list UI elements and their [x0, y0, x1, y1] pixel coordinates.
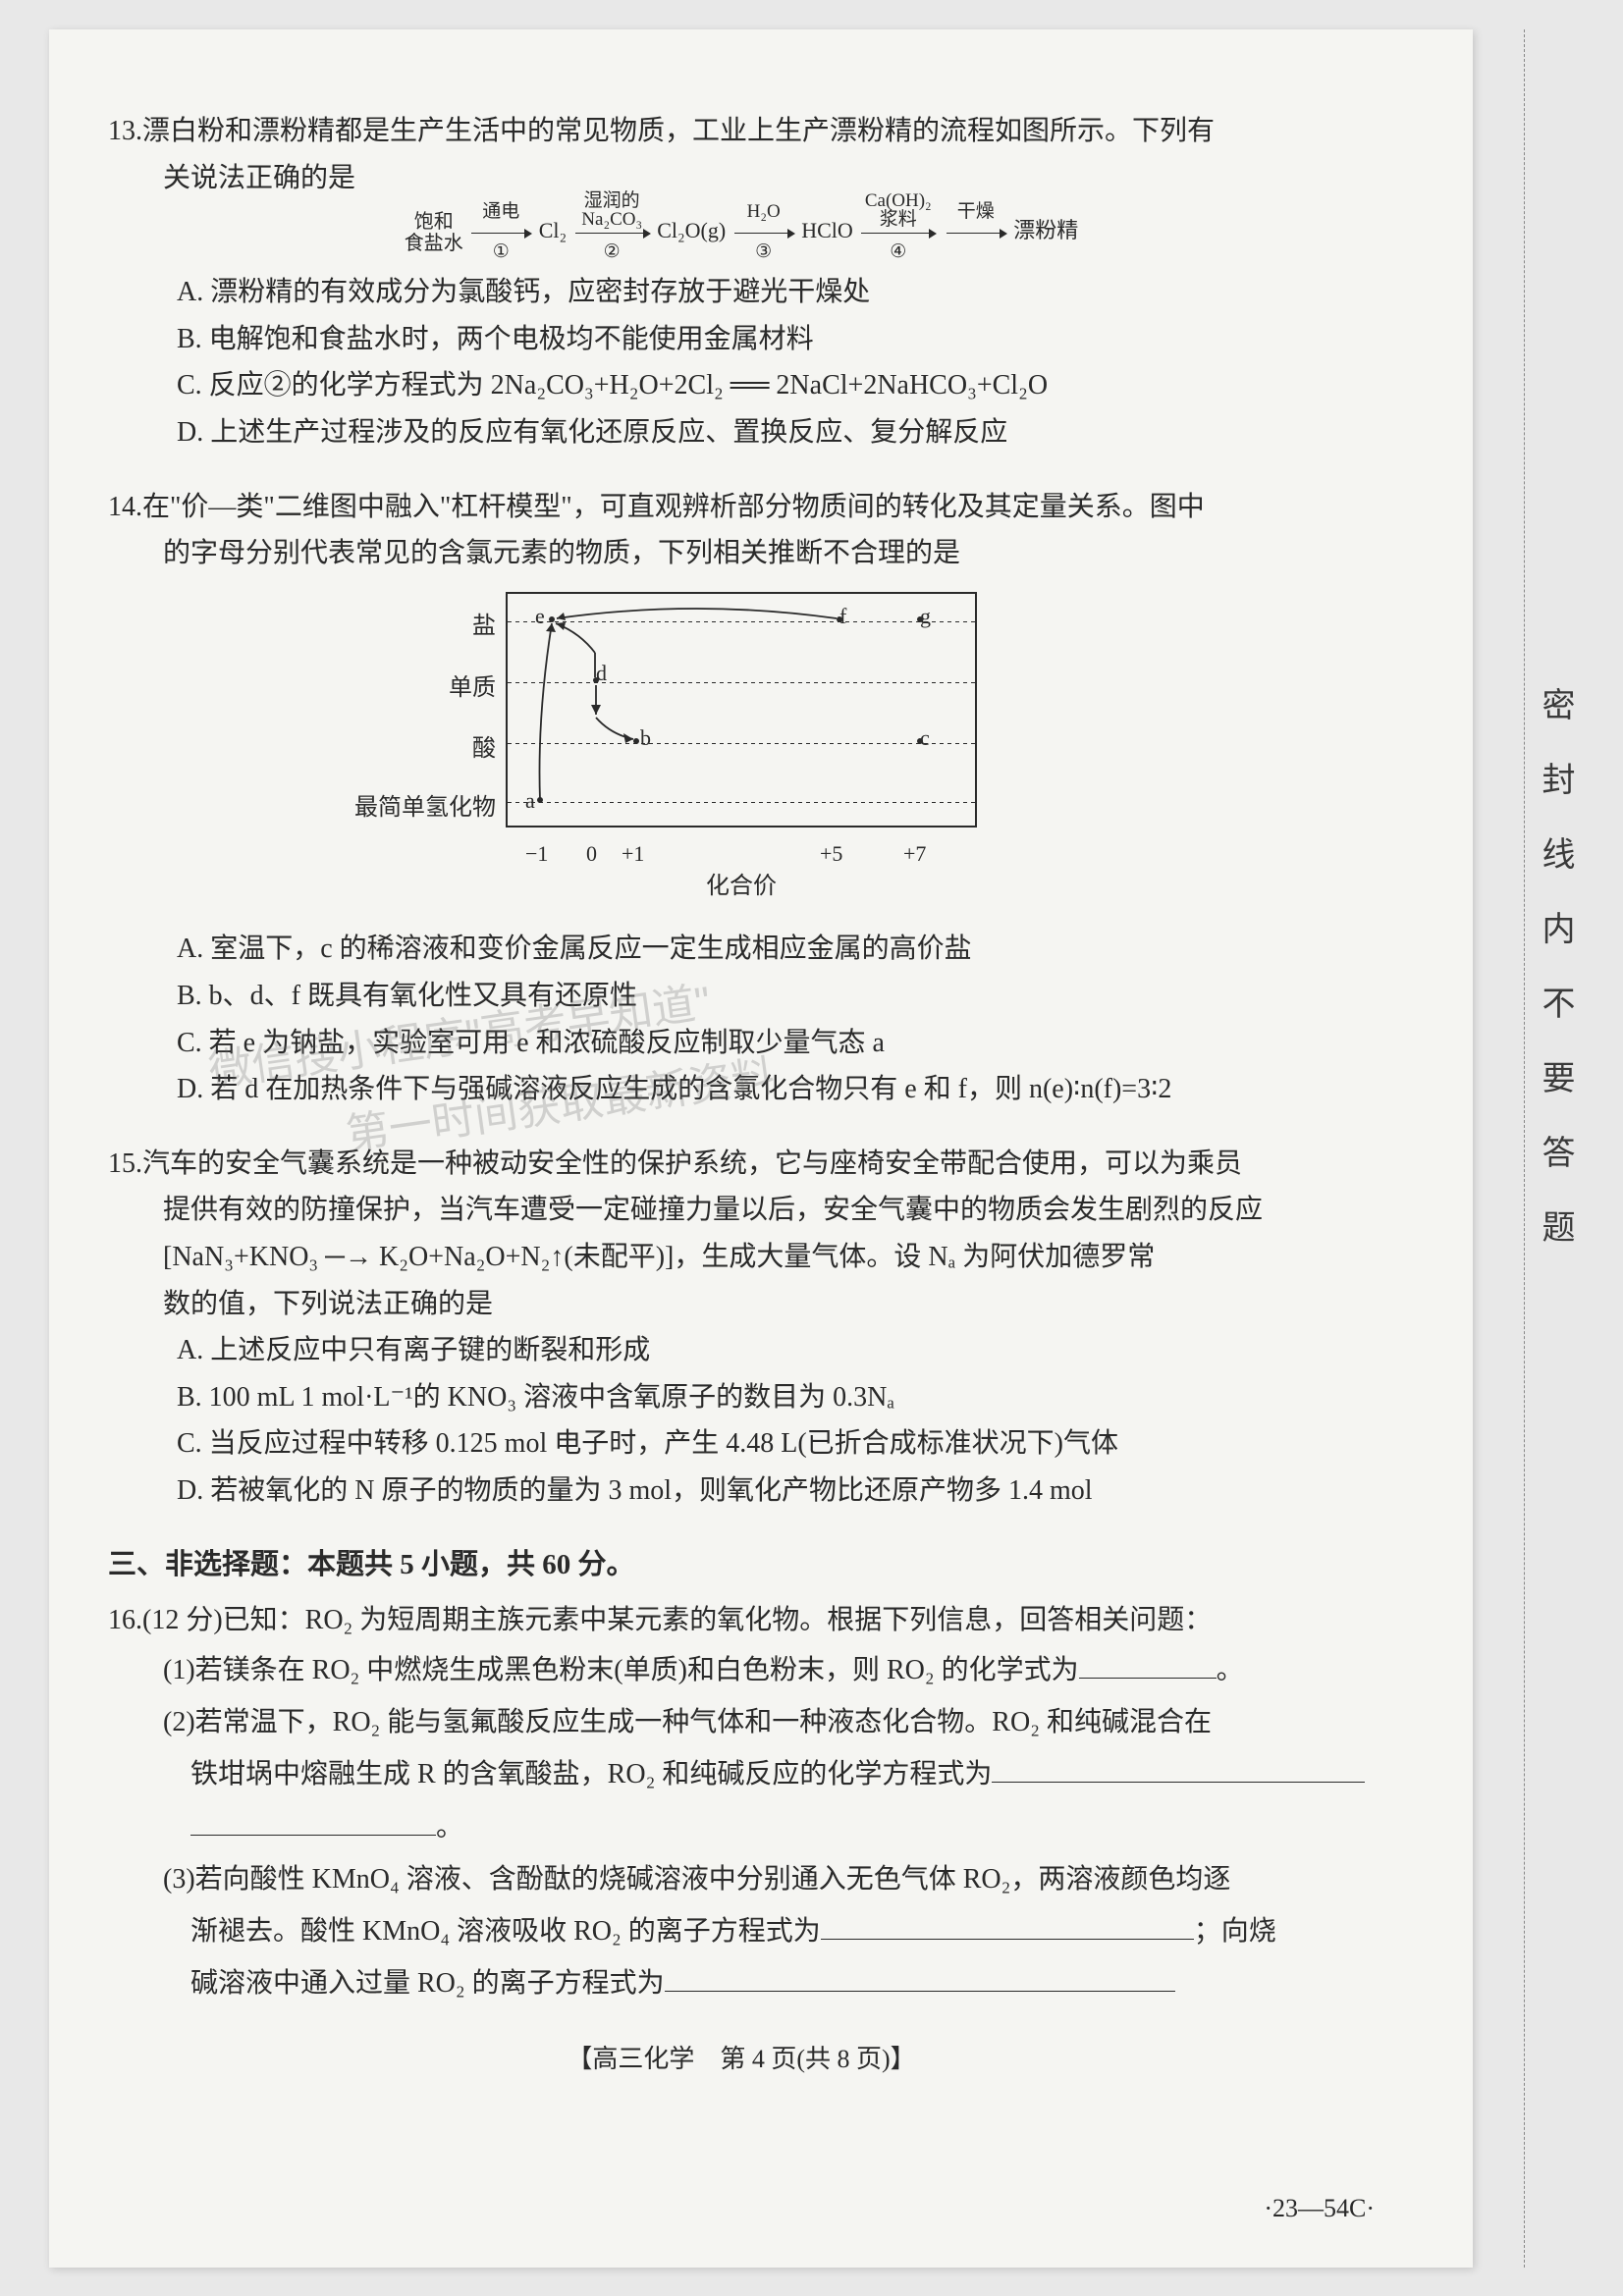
q16-sub1-end: 。: [1217, 1655, 1244, 1685]
x-tick-0: 0: [586, 835, 597, 872]
q15-option-b: B. 100 mL 1 mol·L⁻¹的 KNO₃ 溶液中含氧原子的数目为 0.…: [177, 1374, 1375, 1421]
page-footer-code: ·23—54C·: [1264, 2194, 1375, 2223]
chart-dot-c: [917, 738, 923, 744]
q15-stem-4: 数的值，下列说法正确的是: [163, 1281, 1375, 1328]
q13-option-b: B. 电解饱和食盐水时，两个电极均不能使用金属材料: [177, 316, 1375, 363]
q13-option-d: D. 上述生产过程涉及的反应有氧化还原反应、置换反应、复分解反应: [177, 409, 1375, 456]
q14-option-a: A. 室温下，c 的稀溶液和变价金属反应一定生成相应金属的高价盐: [177, 926, 1375, 973]
chart-dot-g: [917, 616, 923, 622]
q15-option-c: C. 当反应过程中转移 0.125 mol 电子时，产生 4.48 L(已折合成…: [177, 1420, 1375, 1468]
arrow3-top: H₂O: [747, 196, 781, 228]
q13-stem-2: 关说法正确的是: [163, 155, 1375, 202]
arrow1-bot: ①: [493, 237, 510, 268]
flow-node-1: Cl₂: [539, 218, 567, 242]
q16-sub3-blank1[interactable]: [821, 1939, 1194, 1940]
q16-sub2-end: 。: [436, 1812, 463, 1842]
q16-sub2b-text: 铁坩埚中熔融生成 R 的含氧酸盐，RO₂ 和纯碱反应的化学方程式为: [190, 1759, 992, 1789]
q16-sub3a-text: (3)若向酸性 KMnO₄ 溶液、含酚酞的烧碱溶液中分别通入无色气体 RO₂，两…: [163, 1864, 1230, 1895]
flow-arrow-2: 湿润的Na₂CO₃ ②: [575, 233, 649, 234]
q14-option-c: C. 若 e 为钠盐，实验室可用 e 和浓硫酸反应制取少量气态 a: [177, 1020, 1375, 1067]
q16-sub3c-text: 碱溶液中通入过量 RO₂ 的离子方程式为: [190, 1968, 665, 1999]
q14-number: 14.: [108, 492, 142, 522]
q14-chart-container: 盐 单质 酸 最简单氢化物 a b c d: [108, 592, 1375, 843]
x-tick-p7: +7: [903, 835, 926, 872]
q13-number: 13.: [108, 116, 142, 146]
page-footer: 【高三化学 第 4 页(共 8 页)】: [108, 2039, 1375, 2075]
q16-sub1-text: (1)若镁条在 RO₂ 中燃烧生成黑色粉末(单质)和白色粉末，则 RO₂ 的化学…: [163, 1655, 1079, 1685]
x-axis-label: 化合价: [706, 867, 777, 907]
margin-seal-line: [1524, 29, 1525, 2268]
question-13: 13.漂白粉和漂粉精都是生产生活中的常见物质，工业上生产漂粉精的流程如图所示。下…: [108, 108, 1375, 456]
flow-arrow-3: H₂O ③: [734, 233, 793, 234]
flow-arrow-5: 干燥: [947, 233, 1005, 234]
chart-y-label-1: 盐: [472, 607, 496, 647]
flow-start: 饱和食盐水: [405, 211, 463, 254]
q16-sub2: (2)若常温下，RO₂ 能与氢氟酸反应生成一种气体和一种液态化合物。RO₂ 和纯…: [163, 1696, 1375, 1853]
q16-sub1-blank[interactable]: [1079, 1678, 1217, 1679]
margin-seal-text: 密封线内不要答题: [1542, 687, 1579, 1284]
q16-sub3: (3)若向酸性 KMnO₄ 溶液、含酚酞的烧碱溶液中分别通入无色气体 RO₂，两…: [163, 1853, 1375, 2010]
q16-sub3b-text: 渐褪去。酸性 KMnO₄ 溶液吸收 RO₂ 的离子方程式为: [190, 1916, 821, 1947]
arrow5-top: 干燥: [957, 196, 995, 228]
q16-stem: (12 分)已知：RO₂ 为短周期主族元素中某元素的氧化物。根据下列信息，回答相…: [142, 1605, 1212, 1635]
q16-sub3-blank2[interactable]: [665, 1991, 1175, 1992]
chart-point-g: g: [920, 598, 931, 634]
chart-arrow-de: [551, 618, 600, 682]
arrow2-bot: ②: [604, 237, 621, 268]
q15-stem-2: 提供有效的防撞保护，当汽车遭受一定碰撞力量以后，安全气囊中的物质会发生剧烈的反应: [163, 1187, 1375, 1234]
arrow2-top: 湿润的Na₂CO₃: [581, 191, 642, 229]
question-16: 16.(12 分)已知：RO₂ 为短周期主族元素中某元素的氧化物。根据下列信息，…: [108, 1597, 1375, 2009]
chart-arrow-db: [586, 680, 640, 744]
q14-chart-box: a b c d e f g: [506, 592, 977, 828]
flow-arrow-4: Ca(OH)₂浆料 ④: [861, 233, 935, 234]
q15-stem-3: [NaN₃+KNO₃ ─→ K₂O+Na₂O+N₂↑(未配平)]，生成大量气体。…: [163, 1234, 1375, 1281]
q14-stem-1: 在"价—类"二维图中融入"杠杆模型"，可直观辨析部分物质间的转化及其定量关系。图…: [142, 492, 1205, 522]
q16-sub2-blank[interactable]: [992, 1782, 1365, 1783]
q16-sub2a-text: (2)若常温下，RO₂ 能与氢氟酸反应生成一种气体和一种液态化合物。RO₂ 和纯…: [163, 1707, 1212, 1737]
q13-option-c: C. 反应②的化学方程式为 2Na₂CO₃+H₂O+2Cl₂ ══ 2NaCl+…: [177, 362, 1375, 409]
q15-option-d: D. 若被氧化的 N 原子的物质的量为 3 mol，则氧化产物比还原产物多 1.…: [177, 1468, 1375, 1515]
x-tick-p5: +5: [820, 835, 842, 872]
chart-y-label-4: 最简单氢化物: [354, 788, 496, 828]
section-3-header: 三、非选择题：本题共 5 小题，共 60 分。: [108, 1541, 1375, 1582]
q16-sub2-blank2[interactable]: [190, 1835, 436, 1836]
q15-number: 15.: [108, 1148, 142, 1179]
arrow3-bot: ③: [755, 237, 772, 268]
arrow4-top: Ca(OH)₂浆料: [865, 191, 932, 229]
q14-option-d: D. 若 d 在加热条件下与强碱溶液反应生成的含氯化合物只有 e 和 f，则 n…: [177, 1066, 1375, 1113]
q13-option-a: A. 漂粉精的有效成分为氯酸钙，应密封存放于避光干燥处: [177, 269, 1375, 316]
chart-point-b: b: [640, 720, 651, 756]
q14-option-b: B. b、d、f 既具有氧化性又具有还原性: [177, 973, 1375, 1020]
x-tick-m1: −1: [525, 835, 548, 872]
flow-node-2: Cl₂O(g): [657, 218, 726, 242]
arrow4-bot: ④: [890, 237, 906, 268]
chart-y-label-2: 单质: [449, 668, 496, 709]
chart-y-label-3: 酸: [472, 729, 496, 770]
exam-page: 13.漂白粉和漂粉精都是生产生活中的常见物质，工业上生产漂粉精的流程如图所示。下…: [49, 29, 1473, 2268]
arrow1-top: 通电: [482, 196, 519, 228]
q15-option-a: A. 上述反应中只有离子键的断裂和形成: [177, 1327, 1375, 1374]
flow-node-3: HClO: [801, 218, 853, 242]
flow-arrow-1: 通电 ①: [471, 233, 530, 234]
question-15: 15.汽车的安全气囊系统是一种被动安全性的保护系统，它与座椅安全带配合使用，可以…: [108, 1141, 1375, 1515]
q15-stem-1: 汽车的安全气囊系统是一种被动安全性的保护系统，它与座椅安全带配合使用，可以为乘员: [142, 1148, 1242, 1179]
q13-stem-1: 漂白粉和漂粉精都是生产生活中的常见物质，工业上生产漂粉精的流程如图所示。下列有: [142, 116, 1215, 146]
q16-sub3b-end: ；向烧: [1194, 1916, 1276, 1947]
q16-number: 16.: [108, 1605, 142, 1635]
q14-stem-2: 的字母分别代表常见的含氯元素的物质，下列相关推断不合理的是: [163, 530, 1375, 577]
question-14: 14.在"价—类"二维图中融入"杠杆模型"，可直观辨析部分物质间的转化及其定量关…: [108, 484, 1375, 1113]
q13-flow-diagram: 饱和食盐水 通电 ① Cl₂ 湿润的Na₂CO₃ ② Cl₂O(g) H₂O ③…: [108, 211, 1375, 254]
q16-sub1: (1)若镁条在 RO₂ 中燃烧生成黑色粉末(单质)和白色粉末，则 RO₂ 的化学…: [163, 1644, 1375, 1696]
x-tick-p1: +1: [622, 835, 644, 872]
flow-end: 漂粉精: [1013, 218, 1078, 242]
